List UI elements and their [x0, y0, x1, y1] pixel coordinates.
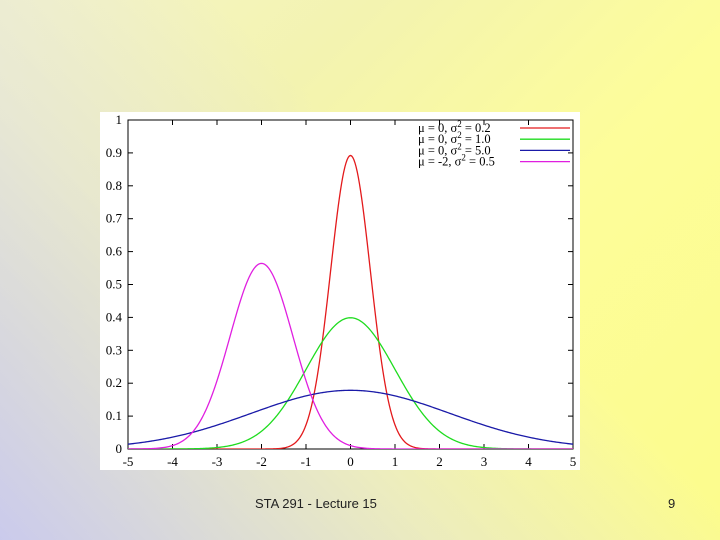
x-tick-label: 5: [570, 454, 577, 469]
x-tick-label: 4: [525, 454, 532, 469]
y-tick-label: 0.2: [106, 375, 122, 390]
y-tick-label: 0.5: [106, 277, 122, 292]
x-tick-label: 3: [481, 454, 488, 469]
x-tick-label: -5: [123, 454, 134, 469]
y-tick-label: 0.6: [106, 244, 123, 259]
legend-label-1: μ = 0, σ2 = 1.0: [418, 130, 491, 146]
y-tick-label: 1: [116, 112, 123, 127]
slide-footer: STA 291 - Lecture 15: [255, 496, 377, 511]
series-line-2: [128, 389, 573, 445]
legend-label-3: μ = -2, σ2 = 0.5: [418, 153, 495, 169]
y-tick-label: 0.8: [106, 178, 122, 193]
legend-label-0: μ = 0, σ2 = 0.2: [418, 119, 491, 135]
x-tick-label: -1: [301, 454, 312, 469]
legend-label-2: μ = 0, σ2 = 5.0: [418, 141, 491, 157]
x-tick-label: 2: [436, 454, 443, 469]
plot-frame: [127, 119, 574, 450]
series-line-3: [128, 262, 573, 449]
x-tick-label: 1: [392, 454, 399, 469]
y-tick-label: 0.3: [106, 342, 122, 357]
x-tick-label: 0: [347, 454, 354, 469]
y-tick-label: 0.9: [106, 145, 122, 160]
y-tick-label: 0.7: [106, 211, 123, 226]
series-line-0: [128, 154, 573, 449]
chart-panel: -5 -4 -3 -2 -1 0 1 2 3 4 5 0 0.1 0.2 0.3 0.4 0.5 0.6 0.7 0.…: [100, 112, 580, 470]
y-tick-label: 0.1: [106, 408, 122, 423]
y-tick-label: 0: [116, 441, 123, 456]
x-tick-label: -3: [212, 454, 223, 469]
normal-distribution-chart: -5 -4 -3 -2 -1 0 1 2 3 4 5 0 0.1 0.2 0.3 0.4 0.5 0.6 0.7 0.…: [106, 112, 577, 469]
page-number: 9: [668, 496, 676, 511]
x-tick-label: -2: [256, 454, 267, 469]
y-tick-label: 0.4: [106, 309, 123, 324]
x-tick-label: -4: [167, 454, 178, 469]
